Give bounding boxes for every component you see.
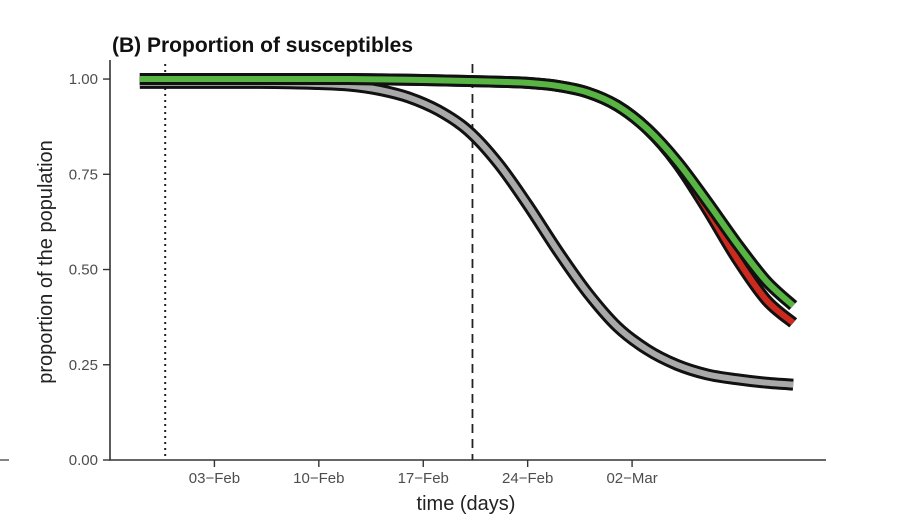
x-tick-label: 02−Mar (606, 470, 657, 487)
series-green-line (139, 75, 796, 308)
x-axis-label: time (days) (417, 493, 516, 515)
x-tick-label: 24−Feb (502, 470, 553, 487)
x-tick-label: 10−Feb (293, 470, 344, 487)
y-ticks: 0.00 0.25 0.50 0.75 1.00 (69, 71, 110, 469)
series-grey-line (139, 79, 794, 388)
series-green-outline (139, 72, 798, 311)
y-tick-label: 0.50 (69, 262, 98, 279)
y-tick-label: 0.00 (69, 452, 98, 469)
y-axis-label: proportion of the population (35, 140, 57, 384)
reference-lines (164, 64, 474, 460)
x-ticks: 03−Feb 10−Feb 17−Feb 24−Feb 02−Mar (189, 460, 658, 487)
y-tick-label: 1.00 (69, 71, 98, 88)
series-lines (139, 72, 798, 391)
series-red-outline (139, 72, 798, 328)
y-tick-label: 0.25 (69, 357, 98, 374)
x-tick-label: 17−Feb (398, 470, 449, 487)
y-tick-label: 0.75 (69, 166, 98, 183)
x-tick-label: 03−Feb (189, 470, 240, 487)
chart-title: (B) Proportion of susceptibles (112, 34, 413, 57)
